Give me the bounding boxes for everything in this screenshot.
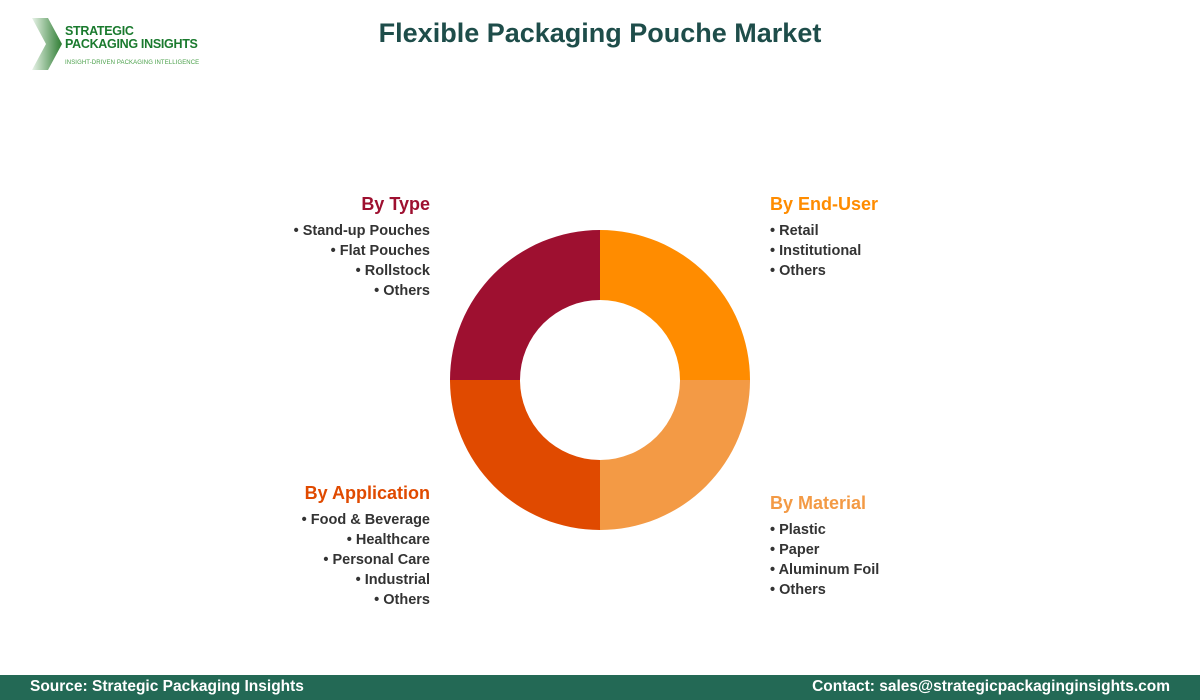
segment-by-type: By Type Stand-up PouchesFlat PouchesRolls…: [180, 194, 430, 301]
segment-item: Flat Pouches: [180, 241, 430, 261]
logo: STRATEGIC PACKAGING INSIGHTS INSIGHT-DRIV…: [30, 18, 220, 73]
segment-item: Aluminum Foil: [770, 560, 880, 580]
footer: Source: Strategic Packaging Insights Con…: [0, 675, 1200, 700]
donut-segment: [600, 230, 750, 380]
segment-item: Healthcare: [180, 530, 430, 550]
segment-item: Institutional: [770, 241, 878, 261]
segment-item: Others: [180, 590, 430, 610]
segment-by-material: By Material PlasticPaperAluminum FoilOthe…: [770, 493, 879, 600]
segment-item: Others: [180, 281, 430, 301]
donut-segment: [600, 380, 750, 530]
donut-segment: [450, 380, 600, 530]
page-title: Flexible Packaging Pouche Market: [378, 18, 822, 48]
source-text: Source: Strategic Packaging Insights: [30, 678, 304, 695]
segment-title: By Application: [304, 483, 430, 503]
segment-title: By Material: [770, 493, 867, 513]
segment-item: Others: [770, 261, 878, 281]
segment-item: Paper: [770, 540, 879, 560]
contact-text: Contact: sales@strategicpackaginginsight…: [812, 678, 1170, 695]
donut-segment: [450, 230, 600, 380]
logo-name: STRATEGIC PACKAGING INSIGHTS: [65, 24, 198, 51]
donut-diagram: [450, 230, 750, 530]
segment-item: Others: [770, 580, 879, 600]
segment-by-application: By Application Food & BeverageHealthcareP…: [180, 483, 430, 610]
segment-item: Rollstock: [180, 261, 430, 281]
segment-title: By End-User: [770, 194, 879, 214]
segment-item: Stand-up Pouches: [180, 221, 430, 241]
segment-item: Industrial: [180, 570, 430, 590]
segment-title: By Type: [361, 194, 430, 214]
logo-tagline: INSIGHT-DRIVEN PACKAGING INTELLIGENCE: [65, 60, 200, 66]
segment-item: Food & Beverage: [180, 510, 430, 530]
chevron-logo-icon: [32, 18, 62, 70]
segment-item: Personal Care: [180, 550, 430, 570]
segment-item: Plastic: [770, 520, 879, 540]
segment-item: Retail: [770, 221, 878, 241]
segment-by-end-user: By End-User RetailInstitutionalOthers: [770, 194, 878, 281]
